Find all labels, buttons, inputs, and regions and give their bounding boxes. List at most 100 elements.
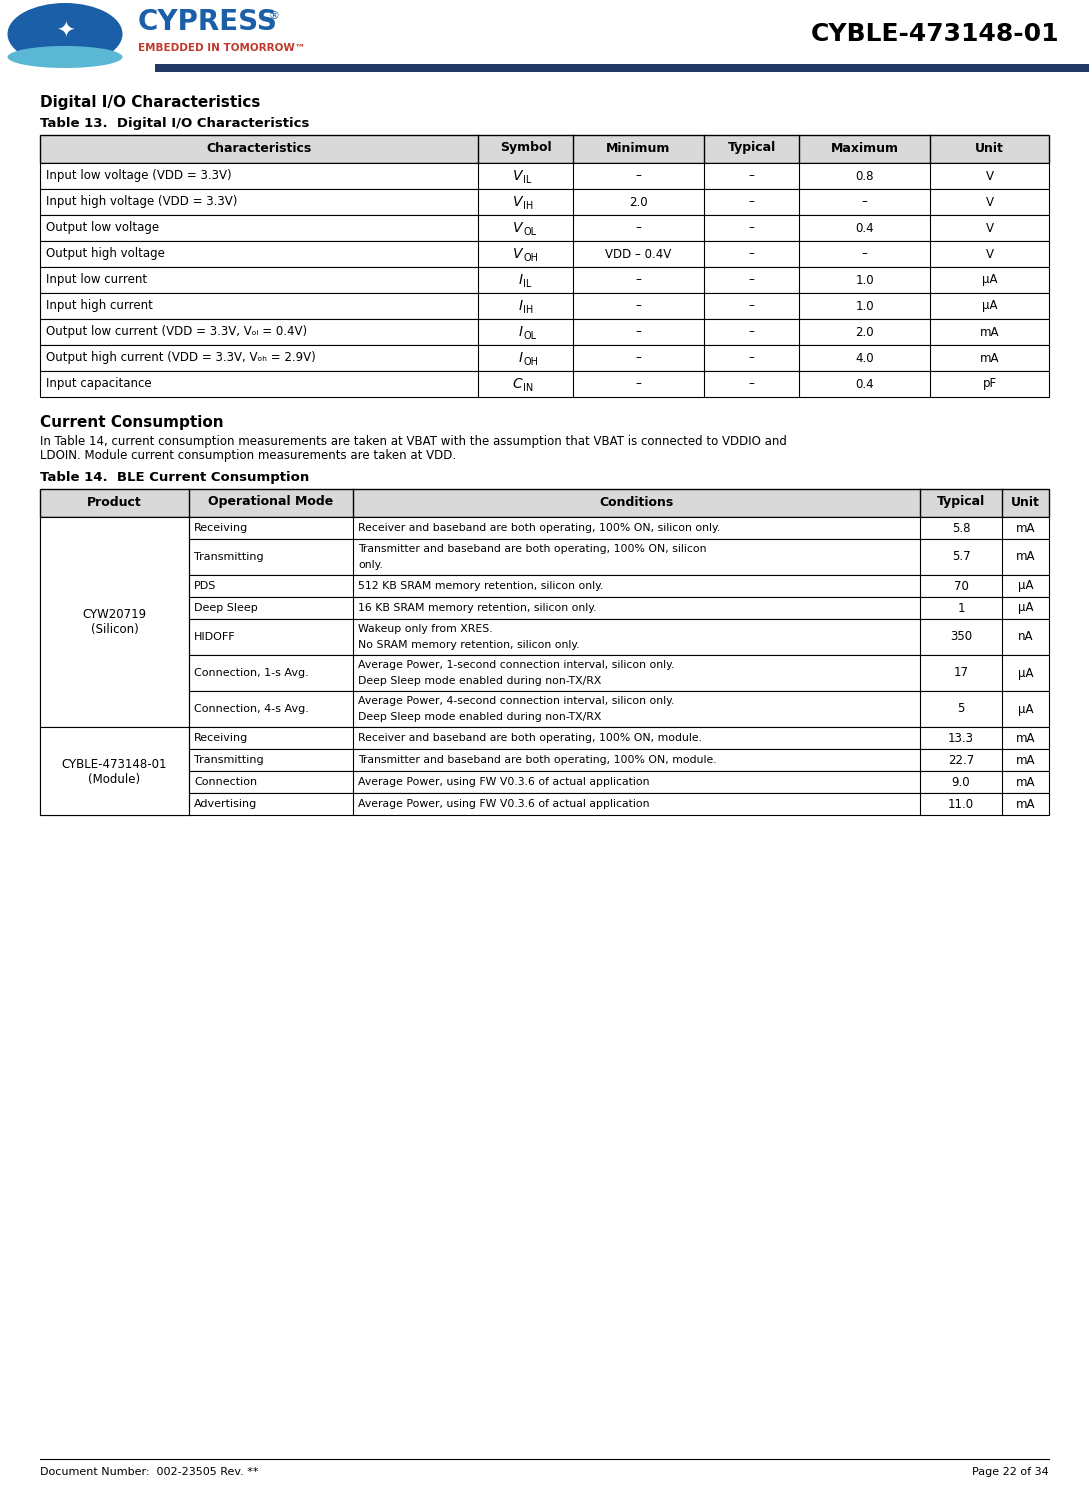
Text: Connection, 4-s Avg.: Connection, 4-s Avg. xyxy=(194,704,309,714)
Text: μA: μA xyxy=(982,273,998,287)
Text: Connection, 1-s Avg.: Connection, 1-s Avg. xyxy=(194,668,309,678)
Ellipse shape xyxy=(8,3,122,66)
Text: Deep Sleep: Deep Sleep xyxy=(194,604,258,613)
Text: –: – xyxy=(748,351,755,365)
Text: 5.8: 5.8 xyxy=(952,521,970,535)
Text: Average Power, using FW V0.3.6 of actual application: Average Power, using FW V0.3.6 of actual… xyxy=(358,777,649,787)
Text: EMBEDDED IN TOMORROW™: EMBEDDED IN TOMORROW™ xyxy=(138,43,305,52)
Text: –: – xyxy=(636,169,641,182)
Text: –: – xyxy=(636,326,641,339)
Text: mA: mA xyxy=(1016,775,1036,789)
Text: Table 14.  BLE Current Consumption: Table 14. BLE Current Consumption xyxy=(40,471,309,484)
Text: Output high voltage: Output high voltage xyxy=(46,248,164,260)
Text: Minimum: Minimum xyxy=(607,142,671,154)
Text: –: – xyxy=(636,273,641,287)
Text: Product: Product xyxy=(87,496,142,508)
Text: Output low voltage: Output low voltage xyxy=(46,221,159,235)
Text: Unit: Unit xyxy=(1011,496,1040,508)
Text: 16 KB SRAM memory retention, silicon only.: 16 KB SRAM memory retention, silicon onl… xyxy=(358,604,597,613)
Text: mA: mA xyxy=(1016,753,1036,766)
Bar xyxy=(40,771,1049,793)
Bar xyxy=(40,692,1049,728)
Text: Connection: Connection xyxy=(194,777,257,787)
Text: OH: OH xyxy=(524,252,538,263)
Text: V: V xyxy=(986,196,993,209)
Text: 1: 1 xyxy=(957,602,965,614)
Text: Unit: Unit xyxy=(975,142,1004,154)
Text: mA: mA xyxy=(1016,798,1036,811)
Text: μA: μA xyxy=(1018,602,1033,614)
Text: Digital I/O Characteristics: Digital I/O Characteristics xyxy=(40,96,260,111)
Text: Average Power, using FW V0.3.6 of actual application: Average Power, using FW V0.3.6 of actual… xyxy=(358,799,649,808)
Text: V: V xyxy=(513,221,523,235)
Text: IN: IN xyxy=(524,382,534,393)
Bar xyxy=(40,517,1049,539)
Text: μA: μA xyxy=(1018,580,1033,593)
Text: Input high voltage (VDD = 3.3V): Input high voltage (VDD = 3.3V) xyxy=(46,196,237,209)
Text: Input capacitance: Input capacitance xyxy=(46,378,151,390)
Text: Symbol: Symbol xyxy=(500,142,551,154)
Text: –: – xyxy=(748,169,755,182)
Text: OH: OH xyxy=(524,357,538,368)
Bar xyxy=(40,728,1049,748)
Bar xyxy=(40,345,1049,371)
Text: CYW20719: CYW20719 xyxy=(83,608,147,622)
Text: OL: OL xyxy=(524,332,537,341)
Bar xyxy=(40,748,1049,771)
Text: 22.7: 22.7 xyxy=(947,753,975,766)
Text: Input low current: Input low current xyxy=(46,273,147,287)
Text: 9.0: 9.0 xyxy=(952,775,970,789)
Text: –: – xyxy=(636,378,641,390)
Text: Maximum: Maximum xyxy=(831,142,898,154)
Text: –: – xyxy=(748,326,755,339)
Bar xyxy=(40,163,1049,190)
Bar xyxy=(40,598,1049,619)
Bar xyxy=(40,215,1049,241)
Text: VDD – 0.4V: VDD – 0.4V xyxy=(605,248,672,260)
Text: OL: OL xyxy=(524,227,537,238)
Text: mA: mA xyxy=(1016,521,1036,535)
Text: only.: only. xyxy=(358,560,383,571)
Text: CYPRESS: CYPRESS xyxy=(138,7,278,36)
Text: Input low voltage (VDD = 3.3V): Input low voltage (VDD = 3.3V) xyxy=(46,169,232,182)
Text: HIDOFF: HIDOFF xyxy=(194,632,235,642)
Text: V: V xyxy=(513,196,523,209)
Text: 70: 70 xyxy=(954,580,968,593)
Text: IL: IL xyxy=(524,175,531,185)
Text: 0.8: 0.8 xyxy=(855,169,873,182)
Text: 0.4: 0.4 xyxy=(855,378,873,390)
Text: Output low current (VDD = 3.3V, Vₒₗ = 0.4V): Output low current (VDD = 3.3V, Vₒₗ = 0.… xyxy=(46,326,307,339)
Text: mA: mA xyxy=(980,326,1000,339)
Text: μA: μA xyxy=(1018,702,1033,716)
Text: In Table 14, current consumption measurements are taken at VBAT with the assumpt: In Table 14, current consumption measure… xyxy=(40,435,787,448)
Text: Transmitter and baseband are both operating, 100% ON, module.: Transmitter and baseband are both operat… xyxy=(358,754,717,765)
Text: Deep Sleep mode enabled during non-TX/RX: Deep Sleep mode enabled during non-TX/RX xyxy=(358,675,601,686)
Text: No SRAM memory retention, silicon only.: No SRAM memory retention, silicon only. xyxy=(358,639,579,650)
Bar xyxy=(40,267,1049,293)
Text: Transmitting: Transmitting xyxy=(194,754,264,765)
Text: mA: mA xyxy=(980,351,1000,365)
Text: Deep Sleep mode enabled during non-TX/RX: Deep Sleep mode enabled during non-TX/RX xyxy=(358,713,601,722)
Text: 2.0: 2.0 xyxy=(855,326,873,339)
Text: V: V xyxy=(986,169,993,182)
Text: –: – xyxy=(748,273,755,287)
Text: μA: μA xyxy=(982,299,998,312)
Bar xyxy=(40,293,1049,320)
Bar xyxy=(40,320,1049,345)
Text: IH: IH xyxy=(524,202,534,211)
Text: –: – xyxy=(748,299,755,312)
Bar xyxy=(40,489,1049,517)
Text: μA: μA xyxy=(1018,666,1033,680)
Text: –: – xyxy=(748,196,755,209)
Bar xyxy=(40,793,1049,816)
Text: I: I xyxy=(518,351,523,365)
Text: 1.0: 1.0 xyxy=(855,299,873,312)
Text: I: I xyxy=(518,273,523,287)
Text: PDS: PDS xyxy=(194,581,217,592)
Text: Characteristics: Characteristics xyxy=(207,142,311,154)
Text: –: – xyxy=(748,221,755,235)
Text: Average Power, 4-second connection interval, silicon only.: Average Power, 4-second connection inter… xyxy=(358,696,674,707)
Bar xyxy=(0,0,1089,69)
Text: –: – xyxy=(748,378,755,390)
Text: Table 13.  Digital I/O Characteristics: Table 13. Digital I/O Characteristics xyxy=(40,117,309,130)
